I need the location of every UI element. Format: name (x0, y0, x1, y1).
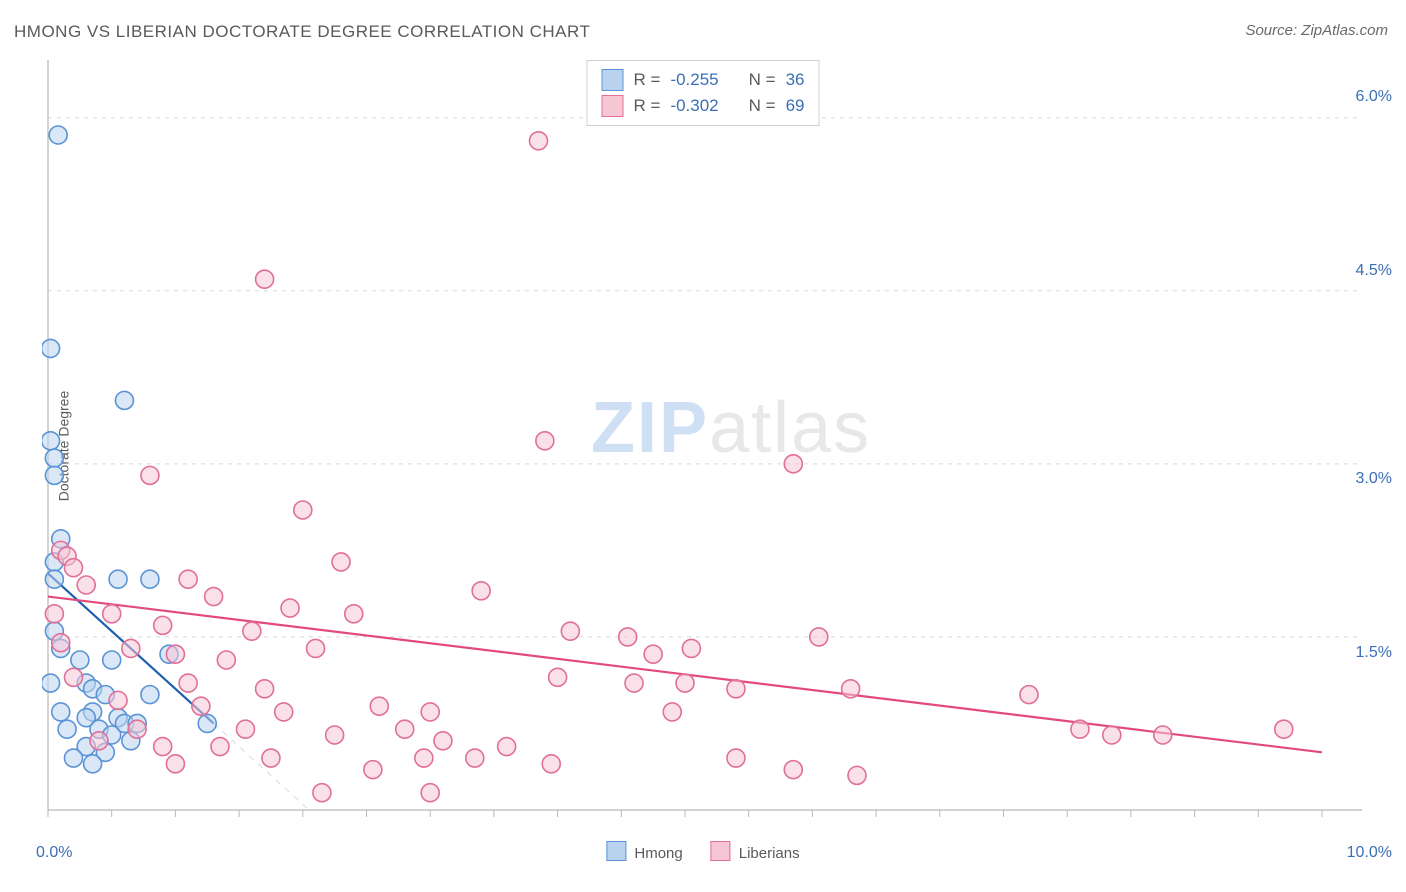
legend-label: Hmong (634, 845, 682, 862)
stats-r-value: -0.302 (670, 96, 718, 116)
stats-r-value: -0.255 (670, 70, 718, 90)
stats-swatch-hmong (602, 69, 624, 91)
y-tick-label: 4.5% (1356, 262, 1392, 280)
legend-item-hmong: Hmong (606, 841, 682, 862)
chart-container: HMONG VS LIBERIAN DOCTORATE DEGREE CORRE… (0, 0, 1406, 892)
legend-item-liberians: Liberians (711, 841, 800, 862)
stats-n-label: N = (749, 96, 776, 116)
legend-swatch-liberians (711, 841, 731, 861)
stats-swatch-liberians (602, 95, 624, 117)
x-tick-label: 0.0% (36, 844, 72, 862)
legend-bottom: Hmong Liberians (606, 841, 799, 862)
stats-row-liberians: R = -0.302 N = 69 (602, 93, 805, 119)
legend-label: Liberians (739, 845, 800, 862)
plot-area (42, 56, 1362, 826)
scatter-svg (42, 56, 1362, 826)
chart-title: HMONG VS LIBERIAN DOCTORATE DEGREE CORRE… (14, 22, 590, 42)
x-tick-label: 10.0% (1347, 844, 1392, 862)
stats-n-value: 69 (786, 96, 805, 116)
stats-n-value: 36 (786, 70, 805, 90)
y-tick-label: 6.0% (1356, 88, 1392, 106)
y-tick-label: 3.0% (1356, 470, 1392, 488)
legend-swatch-hmong (606, 841, 626, 861)
stats-r-label: R = (634, 96, 661, 116)
stats-r-label: R = (634, 70, 661, 90)
source-label: Source: ZipAtlas.com (1245, 22, 1388, 39)
stats-n-label: N = (749, 70, 776, 90)
y-tick-label: 1.5% (1356, 644, 1392, 662)
stats-row-hmong: R = -0.255 N = 36 (602, 67, 805, 93)
stats-box: R = -0.255 N = 36 R = -0.302 N = 69 (587, 60, 820, 126)
